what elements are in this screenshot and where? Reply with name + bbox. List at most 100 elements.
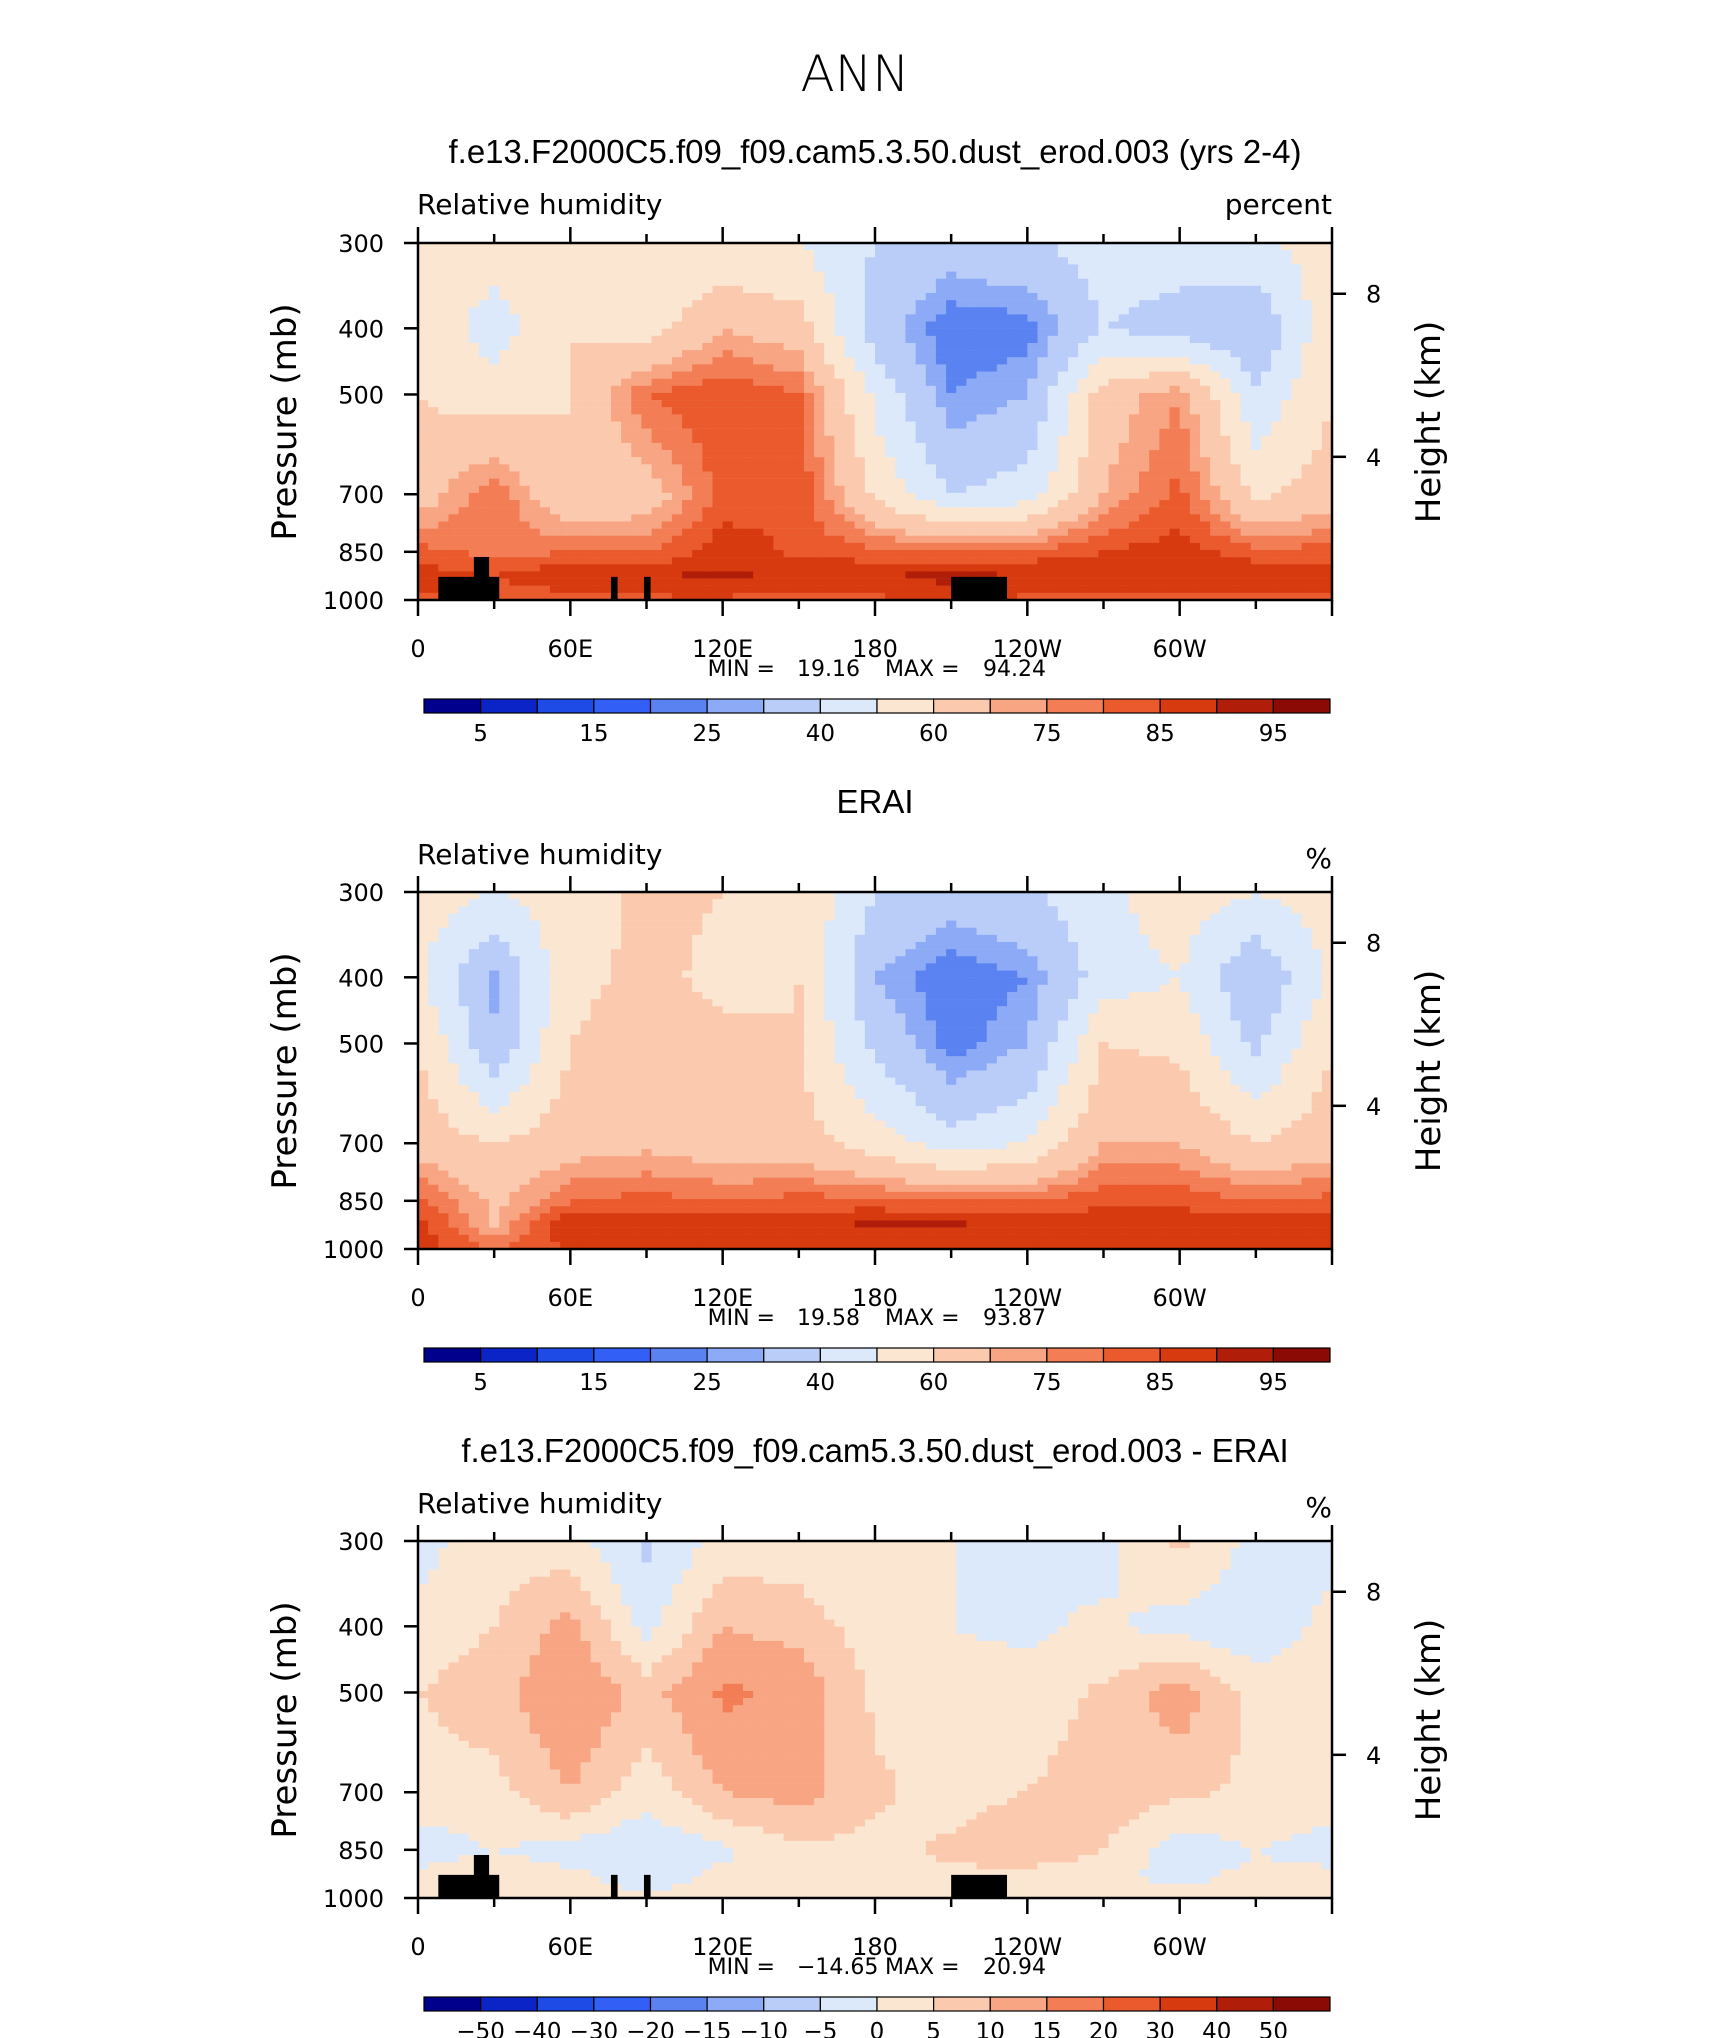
contour-cell [1098, 450, 1110, 458]
contour-cell [1037, 521, 1049, 529]
contour-cell [1047, 450, 1059, 458]
contour-cell [590, 557, 602, 565]
contour-cell [1007, 371, 1019, 379]
contour-cell [468, 371, 480, 379]
contour-cell [1067, 457, 1080, 465]
contour-cell [499, 899, 511, 907]
contour-cell [1169, 892, 1181, 900]
contour-cell [519, 450, 531, 458]
contour-cell [1271, 507, 1283, 515]
contour-cell [783, 906, 795, 914]
contour-cell [1098, 342, 1110, 351]
contour-cell [1179, 414, 1191, 422]
contour-cell [875, 442, 887, 451]
contour-cell [956, 428, 968, 436]
contour-cell [509, 507, 521, 515]
contour-cell [915, 913, 927, 921]
contour-cell [1301, 450, 1313, 458]
contour-cell [905, 407, 917, 415]
contour-cell [428, 392, 440, 401]
contour-cell [1057, 514, 1069, 522]
contour-cell [621, 571, 633, 579]
contour-cell [783, 435, 795, 444]
contour-cell [1067, 250, 1080, 258]
contour-cell [519, 257, 531, 265]
contour-cell [935, 321, 948, 329]
contour-cell [753, 521, 765, 529]
contour-cell [712, 464, 724, 472]
contour-cell [1098, 899, 1110, 907]
contour-cell [1260, 414, 1273, 422]
contour-cell [966, 314, 978, 322]
contour-cell [1291, 535, 1303, 544]
contour-cell [956, 920, 968, 928]
contour-cell [1291, 564, 1303, 572]
contour-cell [489, 257, 501, 265]
contour-cell [1281, 385, 1293, 394]
contour-cell [1098, 371, 1110, 379]
contour-cell [468, 300, 480, 308]
contour-cell [610, 243, 623, 251]
contour-cell [682, 535, 694, 544]
contour-cell [946, 550, 958, 558]
contour-cell [610, 314, 623, 322]
contour-cell [1281, 335, 1293, 344]
contour-cell [1149, 592, 1161, 600]
contour-cell [661, 913, 673, 921]
contour-cell [550, 271, 562, 279]
contour-cell [1169, 906, 1181, 914]
contour-cell [1271, 592, 1283, 600]
contour-cell [1240, 521, 1252, 529]
contour-cell [1047, 257, 1059, 265]
contour-cell [986, 371, 998, 379]
contour-cell [682, 514, 694, 522]
contour-cell [418, 392, 430, 401]
contour-cell [783, 557, 795, 565]
contour-cell [783, 542, 795, 551]
contour-cell [1118, 435, 1130, 444]
contour-cell [499, 400, 511, 408]
contour-cell [1007, 292, 1019, 301]
contour-cell [1078, 592, 1090, 600]
contour-cell [590, 350, 602, 358]
contour-cell [834, 328, 846, 337]
contour-cell [661, 307, 673, 315]
contour-cell [793, 920, 805, 928]
contour-cell [803, 314, 816, 322]
contour-cell [478, 350, 491, 358]
contour-cell [1057, 257, 1069, 265]
contour-cell [702, 407, 714, 415]
contour-cell [864, 314, 877, 322]
contour-cell [1067, 292, 1080, 301]
contour-cell [692, 906, 704, 914]
contour-cell [661, 328, 673, 337]
contour-cell [1169, 464, 1181, 472]
contour-cell [966, 571, 978, 579]
contour-cell [1037, 920, 1049, 928]
contour-cell [1159, 392, 1171, 401]
contour-cell [661, 250, 673, 258]
contour-cell [600, 500, 612, 508]
contour-cell [1139, 564, 1151, 572]
contour-cell [996, 514, 1009, 522]
contour-cell [610, 307, 623, 315]
contour-cell [864, 464, 877, 472]
contour-cell [1139, 528, 1151, 536]
contour-cell [915, 592, 927, 600]
contour-cell [631, 571, 643, 579]
contour-cell [499, 364, 511, 372]
contour-cell [763, 414, 775, 422]
contour-cell [732, 892, 744, 900]
contour-cell [1159, 271, 1171, 279]
contour-cell [1067, 300, 1080, 308]
contour-cell [712, 492, 724, 501]
contour-cell [509, 285, 521, 294]
contour-cell [773, 514, 785, 522]
contour-cell [1149, 892, 1161, 900]
contour-cell [895, 385, 907, 394]
contour-cell [1301, 271, 1313, 279]
contour-cell [722, 407, 734, 415]
contour-cell [489, 464, 501, 472]
contour-cell [803, 357, 816, 365]
contour-cell [1088, 342, 1100, 351]
